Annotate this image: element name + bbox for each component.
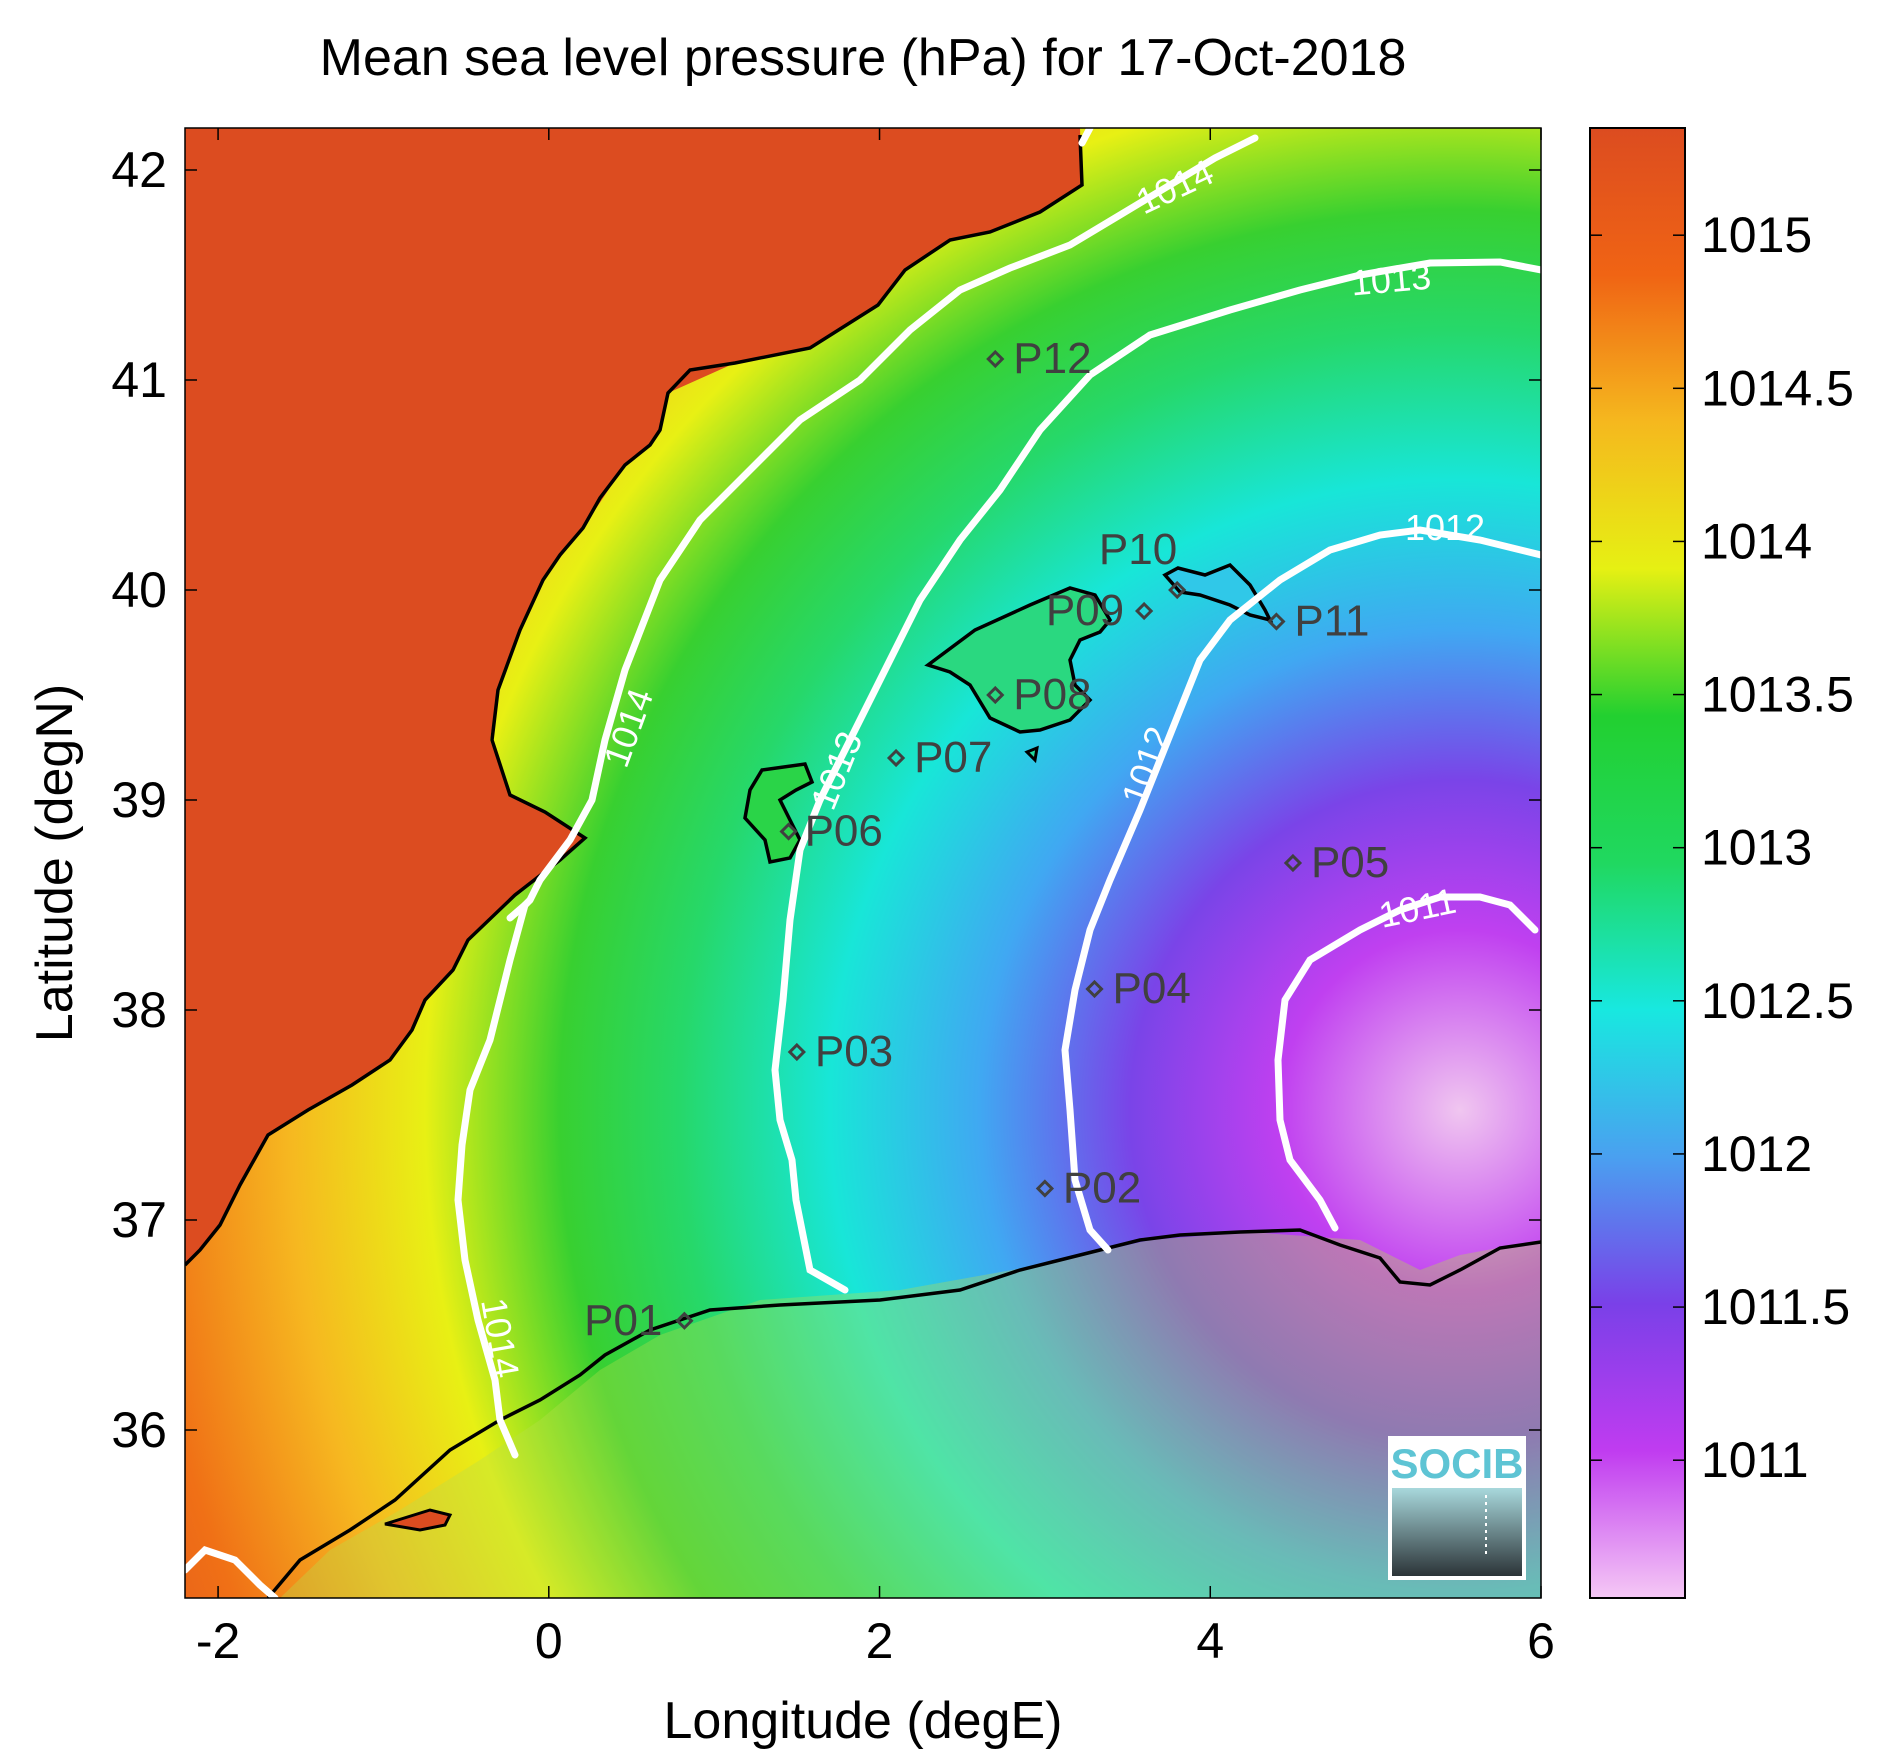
islet-cabrera bbox=[1024, 745, 1039, 764]
station-label-p02: P02 bbox=[1063, 1164, 1141, 1213]
y-tick-label: 40 bbox=[111, 562, 167, 618]
station-label-p03: P03 bbox=[815, 1027, 893, 1076]
station-marker-p10 bbox=[1168, 580, 1187, 600]
colorbar-tick-label: 1012 bbox=[1701, 1126, 1812, 1182]
station-label-p10: P10 bbox=[1099, 525, 1177, 574]
station-label-p07: P07 bbox=[914, 733, 992, 782]
station-marker-p11 bbox=[1267, 612, 1286, 631]
y-tick-label: 41 bbox=[111, 352, 167, 408]
contour-label: 1013 bbox=[1349, 256, 1432, 304]
isobar-1014-north bbox=[506, 128, 1259, 922]
station-marker-p06 bbox=[779, 822, 798, 841]
station-label-p04: P04 bbox=[1113, 964, 1191, 1013]
socib-logo: SOCIB bbox=[1388, 1436, 1526, 1580]
station-label-p11: P11 bbox=[1294, 597, 1369, 646]
isobar-1011 bbox=[1274, 893, 1539, 1232]
station-marker-p05 bbox=[1283, 853, 1303, 873]
x-tick-label: -2 bbox=[196, 1613, 240, 1669]
colorbar: 1011 1011.5 1012 1012.5 1013 1013.5 1014 1014.5… bbox=[1589, 127, 1854, 1599]
colorbar-tick-label: 1013 bbox=[1701, 820, 1812, 876]
colorbar-tick-label: 1014 bbox=[1701, 513, 1812, 569]
island-mallorca bbox=[924, 586, 1113, 734]
colorbar-tick-label: 1012.5 bbox=[1701, 973, 1854, 1029]
station-marker-p09 bbox=[1134, 601, 1154, 621]
station-label-p01: P01 bbox=[584, 1296, 662, 1345]
station-marker-p01 bbox=[675, 1311, 694, 1330]
map-frame bbox=[184, 127, 1542, 1599]
land-africa bbox=[280, 1232, 1541, 1598]
station-label-p12: P12 bbox=[1013, 334, 1091, 383]
station-marker-p03 bbox=[787, 1042, 806, 1062]
y-tick-label: 39 bbox=[111, 772, 167, 828]
colorbar-ramp bbox=[1589, 127, 1686, 1599]
isobar-1013 bbox=[771, 258, 1541, 1294]
y-tick-label: 36 bbox=[111, 1402, 167, 1458]
x-tick-label: 6 bbox=[1527, 1613, 1555, 1669]
x-axis-label: Longitude (degE) bbox=[664, 1692, 1063, 1750]
logo-text: SOCIB bbox=[1390, 1440, 1523, 1487]
colorbar-tick-label: 1014.5 bbox=[1701, 360, 1854, 416]
x-tick-label: 0 bbox=[535, 1613, 563, 1669]
station-label-p06: P06 bbox=[805, 807, 883, 856]
y-tick-label: 42 bbox=[111, 142, 167, 198]
station-marker-p04 bbox=[1085, 979, 1104, 999]
colorbar-tick-label: 1015 bbox=[1701, 207, 1812, 263]
isobar-1014-west bbox=[454, 901, 529, 1459]
isobars bbox=[185, 128, 1541, 1598]
station-markers: P01 P02 P03 P04 P05 P06 P07 P08 P09 P10 P11 P12 bbox=[584, 334, 1389, 1345]
chart-title: Mean sea level pressure (hPa) for 17-Oct… bbox=[320, 29, 1407, 87]
colorbar-tick-label: 1013.5 bbox=[1701, 667, 1854, 723]
x-tick-label: 2 bbox=[866, 1613, 894, 1669]
contour-label: 1012 bbox=[1405, 507, 1485, 548]
isobar-1014-corner bbox=[185, 1545, 279, 1598]
x-axis-ticks: -2 0 2 4 6 bbox=[196, 128, 1555, 1669]
y-tick-label: 37 bbox=[111, 1192, 167, 1248]
coastline-iberia bbox=[185, 134, 1084, 1267]
x-tick-label: 4 bbox=[1196, 1613, 1224, 1669]
island-ibiza bbox=[743, 762, 815, 865]
colorbar-tick-label: 1011.5 bbox=[1701, 1279, 1850, 1335]
colorbar-tick-label: 1011 bbox=[1701, 1432, 1809, 1488]
station-marker-p07 bbox=[886, 748, 906, 768]
logo-gradient bbox=[1392, 1488, 1522, 1576]
island-alboran bbox=[384, 1508, 453, 1532]
coastline-africa bbox=[266, 1228, 1541, 1598]
station-label-p05: P05 bbox=[1311, 838, 1389, 887]
station-label-p09: P09 bbox=[1046, 586, 1124, 635]
y-tick-label: 38 bbox=[111, 982, 167, 1038]
y-axis-ticks: 36 37 38 39 40 41 42 bbox=[111, 142, 1541, 1458]
station-label-p08: P08 bbox=[1013, 670, 1091, 719]
land-iberia bbox=[185, 128, 1082, 1262]
station-marker-p02 bbox=[1035, 1179, 1055, 1198]
station-marker-p12 bbox=[986, 349, 1005, 369]
station-marker-p08 bbox=[986, 685, 1005, 705]
y-axis-label: Latitude (degN) bbox=[26, 684, 84, 1042]
isobar-1012 bbox=[1061, 526, 1541, 1254]
